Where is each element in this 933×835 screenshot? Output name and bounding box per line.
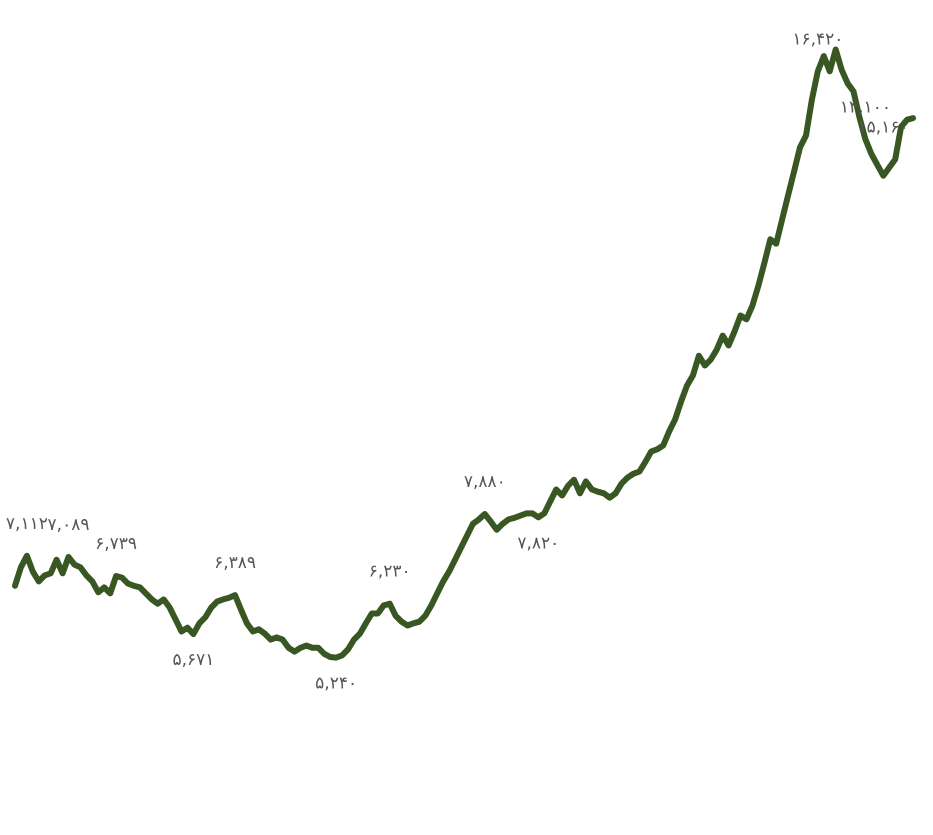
value-label: ۷,۸۸۰ xyxy=(464,472,506,492)
value-label: ۱۶,۴۲۰ xyxy=(792,29,843,49)
value-label: ۵,۶۷۱ xyxy=(172,650,214,670)
value-label: ۱۵,۱۶۰ xyxy=(857,117,908,137)
value-label: ۱۴,۱۰۰ xyxy=(840,97,891,117)
value-label: ۶,۳۸۹ xyxy=(214,553,256,573)
line xyxy=(12,46,916,661)
value-label: ۵,۲۴۰ xyxy=(315,674,357,694)
value-label: ۷,۸۲۰ xyxy=(517,533,559,553)
value-label: ۶,۷۳۹ xyxy=(95,534,137,554)
value-label: ۶,۲۳۰ xyxy=(369,562,411,582)
value-label: ۷,۰۸۹ xyxy=(48,515,90,535)
value-label: ۷,۱۱۲ xyxy=(6,514,48,534)
